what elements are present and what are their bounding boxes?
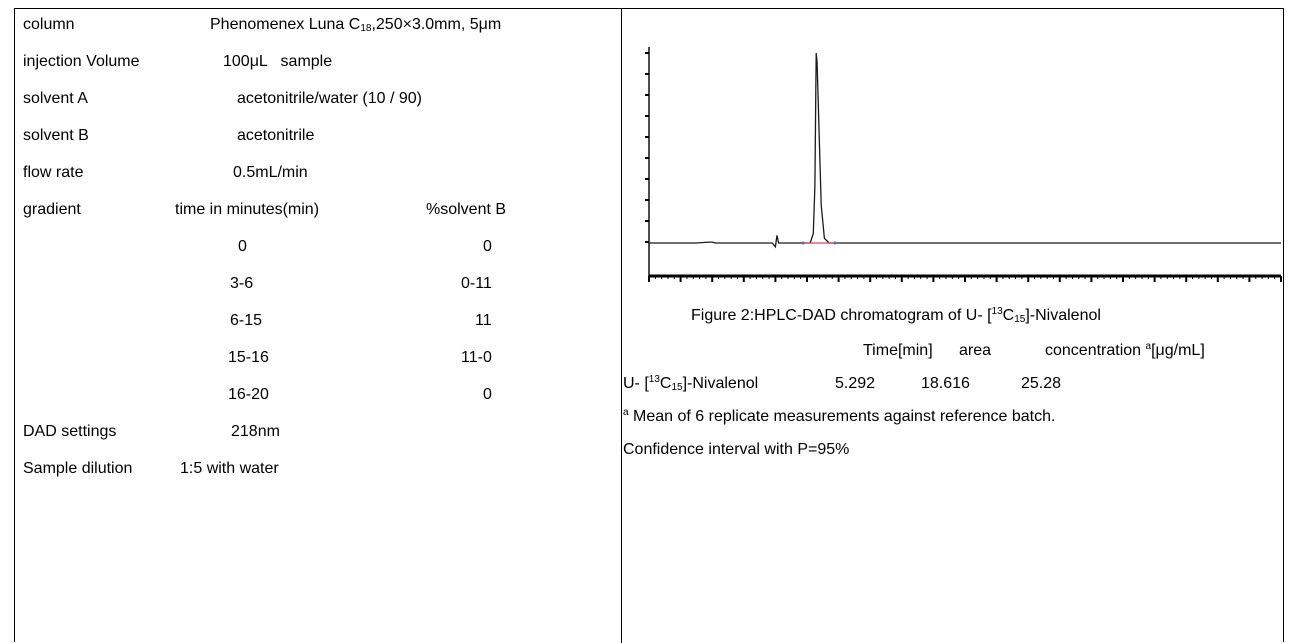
gradient-time-cell: 6-15 <box>230 312 263 329</box>
peak-start-marker <box>801 241 805 245</box>
gradient-b-cell: 0-11 <box>461 275 492 292</box>
peak-end-marker <box>833 241 837 245</box>
gradient-time-header: time in minutes(min) <box>175 201 320 218</box>
dilution-label: Sample dilution <box>23 460 133 477</box>
footnote: a Mean of 6 replicate measurements again… <box>623 407 1056 426</box>
column-divider <box>621 9 622 643</box>
solvent-a-value: acetonitrile/water (10 / 90) <box>237 90 422 107</box>
gradient-b-header: %solvent B <box>426 201 507 218</box>
dad-value: 218nm <box>231 423 280 440</box>
injection-label: injection Volume <box>23 53 140 70</box>
column-value: Phenomenex Luna C18,250×3.0mm, 5μm <box>210 16 502 34</box>
flow-value: 0.5mL/min <box>233 164 308 181</box>
gradient-time-cell: 15-16 <box>228 349 269 366</box>
confidence-note: Confidence interval with P=95% <box>623 441 850 458</box>
gradient-b-cell: 11-0 <box>461 349 492 366</box>
gradient-time-cell: 16-20 <box>228 386 269 403</box>
chromatogram-chart <box>645 47 1282 282</box>
solvent-b-value: acetonitrile <box>237 127 315 144</box>
dilution-value: 1:5 with water <box>180 460 279 477</box>
table-header-concentration: concentration a[μg/mL] <box>1045 341 1205 360</box>
gradient-time-cell: 3-6 <box>230 275 254 292</box>
gradient-time-cell: 0 <box>238 238 247 255</box>
document-table: column Phenomenex Luna C18,250×3.0mm, 5μ… <box>14 8 1284 643</box>
dad-label: DAD settings <box>23 423 117 440</box>
gradient-b-cell: 0 <box>483 386 492 403</box>
figure-caption: Figure 2:HPLC-DAD chromatogram of U- [13… <box>691 306 1101 325</box>
solvent-b-label: solvent B <box>23 127 89 144</box>
table-header-time: Time[min] <box>863 342 933 359</box>
result-area: 18.616 <box>921 375 970 392</box>
chromatogram-trace <box>649 52 1281 249</box>
flow-label: flow rate <box>23 164 84 181</box>
result-time: 5.292 <box>835 375 876 392</box>
solvent-a-label: solvent A <box>23 90 88 107</box>
gradient-label: gradient <box>23 201 81 218</box>
gradient-b-cell: 11 <box>475 312 492 329</box>
compound-name: U- [13C15]-Nivalenol <box>623 374 759 393</box>
column-label: column <box>23 16 75 33</box>
result-concentration: 25.28 <box>1021 375 1062 392</box>
injection-value: 100μL sample <box>223 53 333 70</box>
gradient-b-cell: 0 <box>483 238 492 255</box>
table-header-area: area <box>959 342 992 359</box>
